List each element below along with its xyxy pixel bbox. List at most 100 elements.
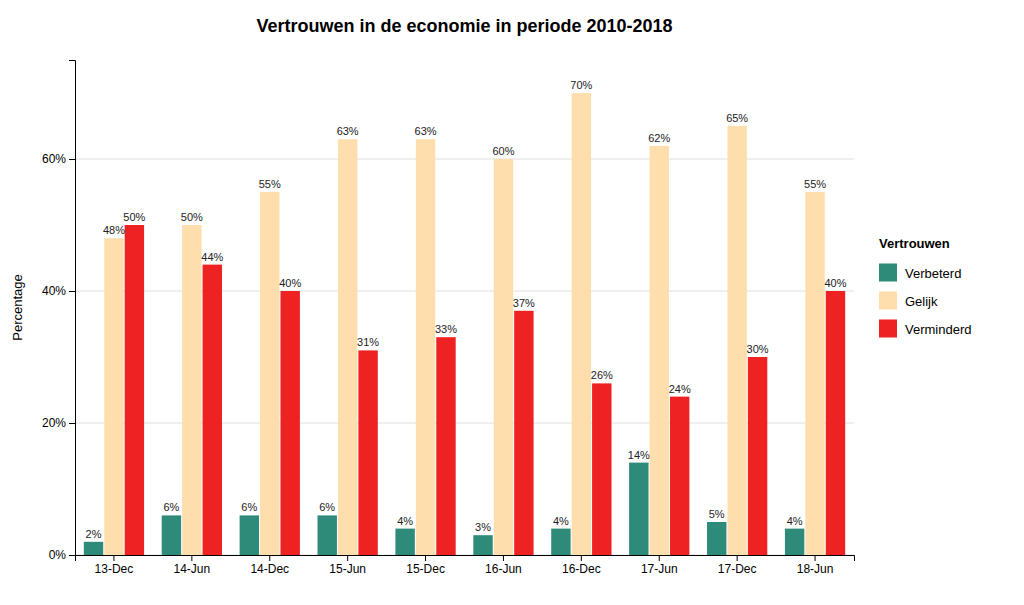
bar — [551, 529, 570, 555]
tick-label: 60% — [42, 152, 66, 166]
tick-mark — [659, 555, 660, 561]
bar — [338, 139, 357, 555]
bar — [805, 192, 824, 555]
legend-title: Vertrouwen — [879, 236, 950, 251]
bar-series — [125, 225, 846, 555]
bar — [162, 515, 181, 555]
tick-label: 18-Jun — [797, 562, 834, 576]
bar — [670, 397, 689, 555]
bar — [395, 529, 414, 555]
tick: 17-Jun — [641, 555, 678, 576]
tick: 17-Dec — [718, 555, 757, 576]
tick-mark — [69, 291, 75, 292]
plot: 2%6%6%6%4%3%4%14%5%4%48%50%55%63%63%60%7… — [42, 61, 855, 576]
data-label: 37% — [513, 297, 535, 309]
tick-label: 15-Dec — [406, 562, 445, 576]
x-axis: 13-Dec14-Jun14-Dec15-Jun15-Dec16-Jun16-D… — [76, 555, 855, 576]
axis-title: Percentage — [10, 274, 25, 341]
tick-mark — [347, 555, 348, 561]
legend-item: Verbeterd — [879, 264, 961, 282]
tick-mark — [191, 555, 192, 561]
tick-mark — [269, 555, 270, 561]
tick-mark — [503, 555, 504, 561]
data-label: 3% — [475, 521, 491, 533]
data-label: 63% — [415, 125, 437, 137]
chart: 2%6%6%6%4%3%4%14%5%4%48%50%55%63%63%60%7… — [0, 0, 1024, 605]
bar — [182, 225, 201, 555]
data-label: 31% — [357, 336, 379, 348]
bar — [785, 529, 804, 555]
bar — [240, 515, 259, 555]
bar — [416, 139, 435, 555]
tick-mark — [69, 159, 75, 160]
data-label: 63% — [337, 125, 359, 137]
tick-mark — [737, 555, 738, 561]
legend-label: Verbeterd — [905, 266, 961, 281]
data-label: 65% — [726, 112, 748, 124]
legend-swatch — [879, 320, 897, 338]
bar — [358, 350, 377, 555]
data-label: 2% — [86, 528, 102, 540]
tick-label: 16-Jun — [485, 562, 522, 576]
legend-item: Verminderd — [879, 320, 971, 338]
tick: 16-Dec — [562, 555, 601, 576]
bar — [748, 357, 767, 555]
data-label: 40% — [824, 277, 846, 289]
legend-label: Verminderd — [905, 322, 971, 337]
data-label: 62% — [648, 132, 670, 144]
data-labels: 2%6%6%6%4%3%4%14%5%4%48%50%55%63%63%60%7… — [86, 79, 847, 540]
title: Vertrouwen in de economie in periode 201… — [256, 16, 672, 36]
bar — [650, 146, 669, 555]
bar — [629, 463, 648, 555]
data-label: 55% — [804, 178, 826, 190]
bar — [707, 522, 726, 555]
bar — [592, 383, 611, 555]
data-label: 33% — [435, 323, 457, 335]
bar — [125, 225, 144, 555]
data-label: 24% — [669, 383, 691, 395]
tick: 14-Jun — [173, 555, 210, 576]
tick-label: 13-Dec — [95, 562, 134, 576]
axis-line — [69, 61, 76, 556]
tick-mark — [69, 555, 75, 556]
data-label: 4% — [553, 515, 569, 527]
bar — [473, 535, 492, 555]
data-label: 50% — [123, 211, 145, 223]
axis-line — [76, 556, 855, 562]
bar-series — [104, 93, 825, 555]
tick-mark — [581, 555, 582, 561]
bar — [494, 159, 513, 555]
tick-mark — [113, 555, 114, 561]
data-label: 40% — [279, 277, 301, 289]
tick: 18-Jun — [797, 555, 834, 576]
data-label: 14% — [628, 449, 650, 461]
tick: 0% — [49, 548, 75, 562]
bar — [84, 542, 103, 555]
data-label: 4% — [787, 515, 803, 527]
legend-item: Gelijk — [879, 292, 938, 310]
bar — [280, 291, 299, 555]
data-label: 44% — [201, 251, 223, 263]
tick: 16-Jun — [485, 555, 522, 576]
data-label: 6% — [319, 501, 335, 513]
bar — [727, 126, 746, 555]
tick: 20% — [42, 416, 75, 430]
data-label: 6% — [241, 501, 257, 513]
tick-label: 17-Jun — [641, 562, 678, 576]
tick: 13-Dec — [95, 555, 134, 576]
legend-swatch — [879, 264, 897, 282]
legend-label: Gelijk — [905, 294, 938, 309]
bar — [203, 265, 222, 555]
tick: 60% — [42, 152, 75, 166]
tick-label: 20% — [42, 416, 66, 430]
bar — [318, 515, 337, 555]
bar — [514, 311, 533, 555]
data-label: 30% — [747, 343, 769, 355]
bar — [260, 192, 279, 555]
data-label: 70% — [570, 79, 592, 91]
data-label: 5% — [709, 508, 725, 520]
data-label: 26% — [591, 369, 613, 381]
data-label: 55% — [259, 178, 281, 190]
legend: Vertrouwen Verbeterd Gelijk Verminderd — [879, 236, 971, 338]
data-label: 6% — [163, 501, 179, 513]
